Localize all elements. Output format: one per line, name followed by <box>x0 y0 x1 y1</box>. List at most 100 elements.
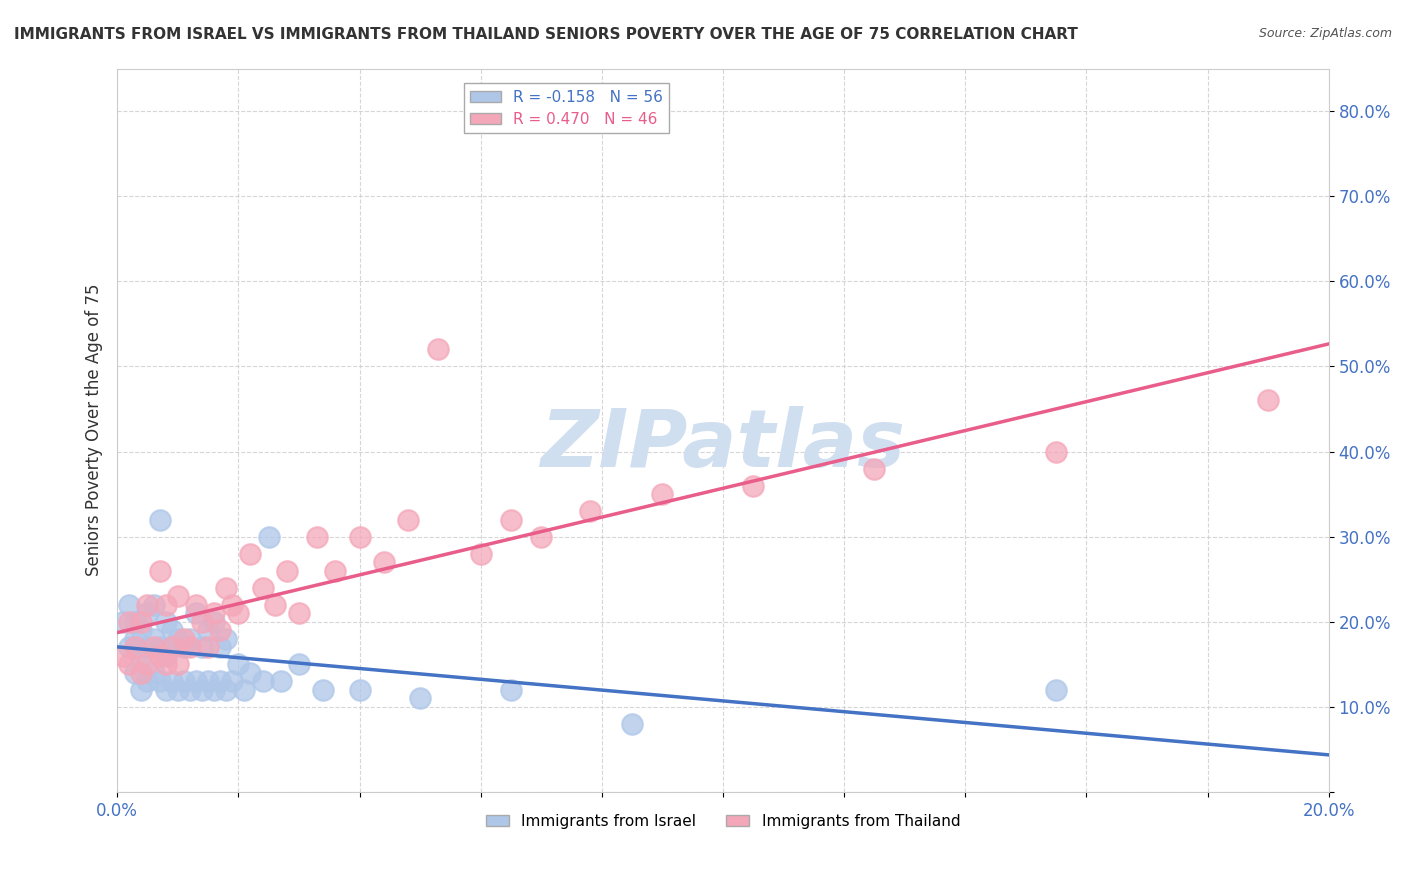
Point <box>112 648 135 663</box>
Point <box>221 674 243 689</box>
Point <box>233 682 256 697</box>
Point <box>409 691 432 706</box>
Point <box>155 657 177 672</box>
Point <box>155 615 177 629</box>
Point <box>131 682 153 697</box>
Point <box>155 598 177 612</box>
Point <box>427 343 450 357</box>
Point <box>396 513 419 527</box>
Text: IMMIGRANTS FROM ISRAEL VS IMMIGRANTS FROM THAILAND SENIORS POVERTY OVER THE AGE : IMMIGRANTS FROM ISRAEL VS IMMIGRANTS FRO… <box>14 27 1078 42</box>
Point <box>149 513 172 527</box>
Point <box>530 530 553 544</box>
Point <box>173 640 195 655</box>
Point <box>131 615 153 629</box>
Point <box>742 478 765 492</box>
Point <box>149 648 172 663</box>
Point <box>470 547 492 561</box>
Legend: Immigrants from Israel, Immigrants from Thailand: Immigrants from Israel, Immigrants from … <box>479 808 966 835</box>
Point <box>257 530 280 544</box>
Point <box>307 530 329 544</box>
Point <box>142 640 165 655</box>
Point <box>166 682 188 697</box>
Point <box>124 615 146 629</box>
Point <box>142 598 165 612</box>
Point <box>179 632 201 646</box>
Text: ZIPatlas: ZIPatlas <box>540 406 905 483</box>
Text: Source: ZipAtlas.com: Source: ZipAtlas.com <box>1258 27 1392 40</box>
Y-axis label: Seniors Poverty Over the Age of 75: Seniors Poverty Over the Age of 75 <box>86 284 103 576</box>
Point <box>191 640 214 655</box>
Point <box>118 598 141 612</box>
Point <box>228 657 250 672</box>
Point <box>191 615 214 629</box>
Point <box>155 682 177 697</box>
Point <box>197 640 219 655</box>
Point <box>270 674 292 689</box>
Point <box>202 615 225 629</box>
Point <box>228 606 250 620</box>
Point <box>239 547 262 561</box>
Point <box>112 615 135 629</box>
Point <box>373 555 395 569</box>
Point <box>499 682 522 697</box>
Point <box>184 606 207 620</box>
Point <box>160 674 183 689</box>
Point <box>621 717 644 731</box>
Point <box>288 657 311 672</box>
Point <box>239 665 262 680</box>
Point <box>160 624 183 638</box>
Point <box>160 640 183 655</box>
Point <box>209 640 232 655</box>
Point <box>252 674 274 689</box>
Point <box>221 598 243 612</box>
Point <box>173 632 195 646</box>
Point <box>124 632 146 646</box>
Point <box>179 682 201 697</box>
Point <box>202 606 225 620</box>
Point <box>197 674 219 689</box>
Point <box>209 674 232 689</box>
Point <box>349 530 371 544</box>
Point <box>1257 393 1279 408</box>
Point <box>252 581 274 595</box>
Point <box>124 640 146 655</box>
Point <box>499 513 522 527</box>
Point <box>651 487 673 501</box>
Point <box>136 598 159 612</box>
Point <box>160 640 183 655</box>
Point <box>288 606 311 620</box>
Point <box>149 564 172 578</box>
Point <box>131 648 153 663</box>
Point <box>323 564 346 578</box>
Point <box>136 657 159 672</box>
Point <box>191 682 214 697</box>
Point <box>136 674 159 689</box>
Point <box>209 624 232 638</box>
Point <box>312 682 335 697</box>
Point <box>276 564 298 578</box>
Point <box>179 640 201 655</box>
Point <box>118 640 141 655</box>
Point <box>1045 444 1067 458</box>
Point <box>215 682 238 697</box>
Point <box>149 674 172 689</box>
Point <box>215 581 238 595</box>
Point <box>136 640 159 655</box>
Point <box>173 674 195 689</box>
Point <box>155 648 177 663</box>
Point <box>166 632 188 646</box>
Point <box>131 665 153 680</box>
Point <box>202 682 225 697</box>
Point <box>215 632 238 646</box>
Point <box>263 598 285 612</box>
Point <box>184 598 207 612</box>
Point <box>863 461 886 475</box>
Point <box>1045 682 1067 697</box>
Point <box>349 682 371 697</box>
Point <box>118 615 141 629</box>
Point <box>578 504 600 518</box>
Point <box>149 640 172 655</box>
Point <box>166 589 188 603</box>
Point <box>136 606 159 620</box>
Point <box>124 665 146 680</box>
